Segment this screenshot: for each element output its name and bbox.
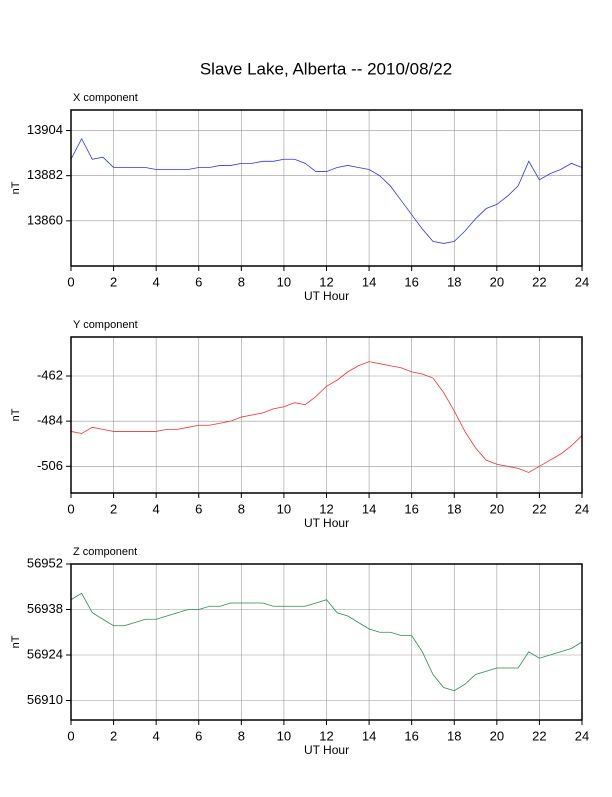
- x-tick-label: 18: [447, 501, 461, 516]
- x-tick-label: 16: [404, 728, 418, 743]
- x-tick-label: 2: [110, 728, 117, 743]
- x-tick-label: 0: [67, 728, 74, 743]
- plot-frame: [70, 336, 583, 494]
- x-tick-label: 24: [575, 501, 589, 516]
- x-axis-label: UT Hour: [304, 743, 349, 757]
- x-tick-label: 0: [67, 274, 74, 289]
- y-tick-label: 56952: [27, 555, 63, 570]
- x-tick-label: 10: [277, 274, 291, 289]
- y-tick-label: 13904: [27, 122, 63, 137]
- x-tick-label: 0: [67, 501, 74, 516]
- x-tick-label: 12: [319, 728, 333, 743]
- y-tick-label: 56910: [27, 692, 63, 707]
- x-tick-label: 8: [238, 274, 245, 289]
- x-axis-label: UT Hour: [304, 516, 349, 530]
- data-line: [70, 137, 583, 244]
- panel-title: Y component: [73, 319, 138, 331]
- x-tick-label: 10: [277, 728, 291, 743]
- y-tick-label: 13860: [27, 212, 63, 227]
- x-tick-label: 10: [277, 501, 291, 516]
- x-tick-label: 4: [153, 728, 160, 743]
- plot-frame: [70, 109, 583, 267]
- x-tick-label: 14: [362, 501, 376, 516]
- x-tick-label: 20: [490, 274, 504, 289]
- x-tick-label: 6: [195, 728, 202, 743]
- x-tick-label: 16: [404, 274, 418, 289]
- y-tick-label: 13882: [27, 167, 63, 182]
- x-tick-label: 4: [153, 274, 160, 289]
- y-tick-label: -462: [37, 367, 63, 382]
- x-tick-label: 8: [238, 728, 245, 743]
- x-tick-label: 8: [238, 501, 245, 516]
- x-tick-label: 2: [110, 501, 117, 516]
- x-tick-label: 12: [319, 501, 333, 516]
- data-line: [70, 592, 583, 692]
- x-tick-label: 20: [490, 728, 504, 743]
- x-tick-label: 22: [532, 728, 546, 743]
- y-tick-label: -484: [37, 413, 63, 428]
- y-axis-label: nT: [10, 181, 22, 194]
- x-tick-label: 14: [362, 728, 376, 743]
- panel-title: X component: [73, 92, 138, 104]
- x-tick-label: 12: [319, 274, 333, 289]
- plot-frame: [70, 563, 583, 721]
- y-axis-label: nT: [10, 635, 22, 648]
- x-tick-label: 24: [575, 274, 589, 289]
- y-axis-label: nT: [10, 408, 22, 421]
- x-tick-label: 22: [532, 274, 546, 289]
- x-tick-label: 6: [195, 274, 202, 289]
- x-tick-label: 16: [404, 501, 418, 516]
- x-tick-label: 14: [362, 274, 376, 289]
- panel-title: Z component: [73, 546, 137, 558]
- x-axis-label: UT Hour: [304, 289, 349, 303]
- x-tick-label: 18: [447, 274, 461, 289]
- x-tick-label: 20: [490, 501, 504, 516]
- y-tick-label: 56924: [27, 646, 63, 661]
- x-tick-label: 24: [575, 728, 589, 743]
- x-tick-label: 2: [110, 274, 117, 289]
- page-title: Slave Lake, Alberta -- 2010/08/22: [200, 59, 452, 78]
- x-tick-label: 6: [195, 501, 202, 516]
- data-line: [70, 361, 583, 473]
- x-tick-label: 18: [447, 728, 461, 743]
- x-tick-label: 22: [532, 501, 546, 516]
- y-tick-label: -506: [37, 458, 63, 473]
- x-tick-label: 4: [153, 501, 160, 516]
- y-tick-label: 56938: [27, 601, 63, 616]
